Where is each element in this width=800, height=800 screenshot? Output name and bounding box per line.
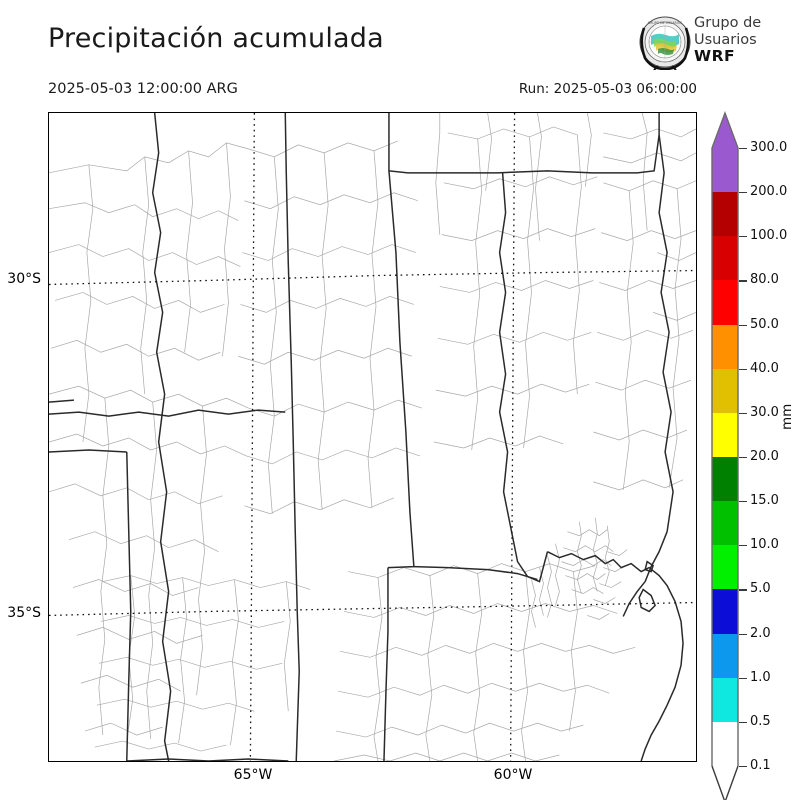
colorbar-tick-label: 5.0: [750, 581, 771, 597]
colorbar-band: [712, 545, 738, 590]
colorbar-tick-label: 40.0: [750, 360, 779, 376]
colorbar-tick-label: 200.0: [750, 184, 788, 200]
colorbar-tick-mark: [739, 148, 747, 150]
colorbar-tick-label: 300.0: [750, 140, 788, 155]
colorbar-bands: [712, 148, 738, 766]
colorbar-tick-mark: [739, 677, 747, 679]
colorbar-tick-label: 80.0: [750, 272, 779, 288]
colorbar-band: [712, 633, 738, 678]
colorbar-band: [712, 721, 738, 766]
colorbar-tick-mark: [739, 324, 747, 326]
colorbar-tick-label: 1.0: [750, 669, 771, 685]
colorbar-tick-mark: [739, 501, 747, 503]
logo-line-1: Grupo de: [694, 15, 762, 31]
valid-time-label: 2025-05-03 12:00:00 ARG: [48, 81, 238, 97]
colorbar-band: [712, 412, 738, 457]
colorbar-tick-mark: [739, 368, 747, 370]
graticule-lon-65w: [249, 113, 256, 761]
colorbar-top-arrow: [712, 113, 738, 148]
colorbar[interactable]: mm 0.1 0.5 1.0 2.0 5.0 10.0 15.0 20.0 30.0 40.0 50…: [711, 110, 800, 800]
logo-line-2: Usuarios: [694, 31, 757, 48]
page-title: Precipitación acumulada: [48, 23, 384, 54]
colorbar-tick-label: 100.0: [750, 228, 788, 244]
lat-label-35s: 35°S: [7, 605, 41, 621]
colorbar-band: [712, 324, 738, 369]
map-plot-area[interactable]: [48, 112, 697, 762]
lon-label-65w: 65°W: [233, 767, 273, 783]
colorbar-band: [712, 677, 738, 722]
colorbar-tick-mark: [739, 766, 747, 768]
colorbar-band: [712, 280, 738, 325]
colorbar-tick-mark: [739, 236, 747, 238]
colorbar-tick-mark: [739, 192, 747, 194]
colorbar-tick-label: 0.1: [750, 758, 771, 773]
colorbar-band: [712, 501, 738, 546]
graticule-lon-60w: [509, 113, 516, 761]
colorbar-bottom-arrow: [711, 765, 739, 800]
logo-line-3: WRF: [694, 47, 736, 65]
colorbar-tick-mark: [739, 280, 747, 282]
province-boundaries: [49, 113, 684, 761]
colorbar-tick-mark: [739, 589, 747, 591]
colorbar-tick-label: 0.5: [750, 713, 771, 729]
colorbar-tick-label: 50.0: [750, 316, 779, 332]
svg-text:GRUPO DE USUARIOS: GRUPO DE USUARIOS: [648, 21, 683, 25]
colorbar-unit-label: mm: [779, 403, 795, 430]
colorbar-tick-mark: [739, 721, 747, 724]
colorbar-tick-mark: [739, 412, 747, 415]
lat-label-30s: 30°S: [7, 271, 41, 287]
colorbar-band: [712, 148, 738, 193]
logo-text: Grupo de Usuarios WRF: [694, 15, 798, 65]
colorbar-tick-mark: [739, 545, 747, 547]
colorbar-tick-mark: [739, 457, 747, 459]
run-time-label: Run: 2025-05-03 06:00:00: [518, 81, 697, 97]
lon-label-60w: 60°W: [493, 767, 533, 783]
colorbar-tick-label: 30.0: [750, 404, 779, 420]
colorbar-tick-label: 10.0: [750, 537, 779, 553]
colorbar-band: [712, 236, 738, 281]
colorbar-band: [712, 368, 738, 413]
colorbar-band: [712, 457, 738, 502]
colorbar-tick-label: 15.0: [750, 493, 779, 509]
graticule-lat-30s: [49, 269, 696, 286]
map-vector-layers: [49, 113, 696, 761]
colorbar-band: [712, 192, 738, 237]
colorbar-band: [712, 589, 738, 634]
graticule-lat-35s: [49, 601, 696, 617]
logo: GRUPO DE USUARIOS Grupo de Usuarios WRF: [638, 14, 798, 72]
colorbar-tick-mark: [739, 633, 747, 635]
globe-emblem-icon: GRUPO DE USUARIOS: [639, 16, 691, 70]
colorbar-tick-label: 20.0: [750, 449, 779, 464]
graticule-lines: [49, 113, 696, 761]
colorbar-outline: [711, 110, 739, 800]
colorbar-tick-label: 2.0: [750, 625, 771, 641]
department-boundaries: [49, 113, 696, 761]
